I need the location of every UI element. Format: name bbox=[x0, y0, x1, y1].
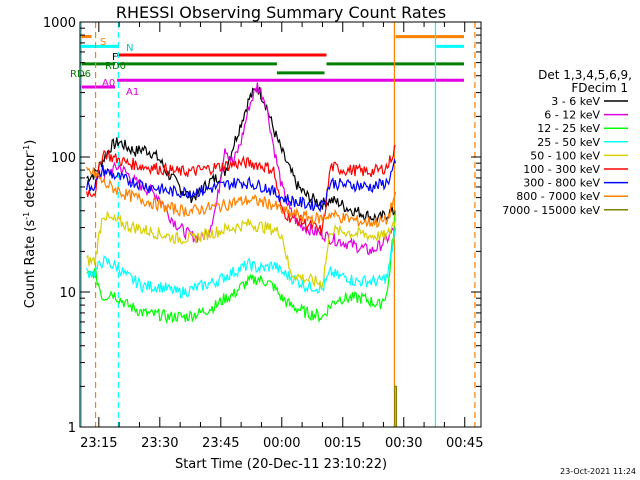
timestamp: 23-Oct-2021 11:24 bbox=[560, 467, 636, 476]
legend-label: 25 - 50 keV bbox=[537, 136, 600, 149]
event-lines bbox=[80, 22, 476, 427]
y-tick-label: 10 bbox=[59, 286, 76, 301]
series-line bbox=[86, 144, 396, 236]
series-lines bbox=[86, 82, 397, 427]
series-line bbox=[86, 210, 397, 325]
y-axis-label: Count Rate (s-1 detector-1) bbox=[22, 140, 38, 309]
flag-label-rd6: RD6 bbox=[70, 69, 91, 80]
flag-label-rd0: RD0 bbox=[105, 61, 126, 72]
legend-label: 6 - 12 keV bbox=[544, 109, 600, 122]
x-tick-label: 00:30 bbox=[385, 436, 422, 451]
legend-label: 300 - 800 keV bbox=[523, 177, 600, 190]
x-axis-ticks: 23:15 23:30 23:45 00:00 00:15 00:30 00:45 bbox=[80, 22, 483, 451]
series-line bbox=[394, 385, 397, 427]
legend-header-2: FDecim 1 bbox=[571, 81, 628, 95]
series-line bbox=[86, 86, 397, 224]
x-tick-label: 23:15 bbox=[80, 436, 117, 451]
y-axis-ticks: 1 10 100 1000 bbox=[43, 16, 481, 436]
legend-header-1: Det 1,3,4,5,6,9, bbox=[538, 68, 632, 82]
flag-label-n: N bbox=[126, 43, 133, 54]
legend-label: 100 - 300 keV bbox=[523, 163, 600, 176]
plot-frame bbox=[79, 21, 482, 428]
flag-label-a1: A1 bbox=[126, 87, 139, 98]
legend-label: 50 - 100 keV bbox=[530, 149, 600, 162]
series-line bbox=[86, 166, 397, 229]
y-tick-label: 1 bbox=[68, 421, 76, 436]
chart-title: RHESSI Observing Summary Count Rates bbox=[116, 3, 446, 22]
legend-label: 12 - 25 keV bbox=[537, 122, 600, 135]
legend-label: 800 - 7000 keV bbox=[516, 190, 600, 203]
instrument-flags bbox=[80, 35, 464, 89]
y-tick-label: 1000 bbox=[43, 16, 76, 31]
series-line bbox=[86, 157, 397, 213]
x-tick-label: 00:00 bbox=[263, 436, 300, 451]
x-axis-label: Start Time (20-Dec-11 23:10:22) bbox=[175, 457, 387, 472]
x-tick-label: 23:45 bbox=[202, 436, 239, 451]
plot-area bbox=[79, 21, 482, 428]
flag-label-a0: A0 bbox=[102, 78, 115, 89]
x-tick-label: 00:15 bbox=[324, 436, 361, 451]
series-line bbox=[86, 227, 397, 299]
series-line bbox=[86, 211, 397, 291]
x-tick-label: 00:45 bbox=[446, 436, 483, 451]
flag-labels: S N F RD0 RD6 A0 A1 bbox=[70, 37, 139, 98]
flag-label-s: S bbox=[100, 37, 106, 48]
x-tick-label: 23:30 bbox=[141, 436, 178, 451]
legend-label: 7000 - 15000 keV bbox=[502, 204, 600, 217]
flag-label-f: F bbox=[112, 52, 118, 63]
y-tick-label: 100 bbox=[51, 151, 76, 166]
legend-label: 3 - 6 keV bbox=[551, 95, 600, 108]
